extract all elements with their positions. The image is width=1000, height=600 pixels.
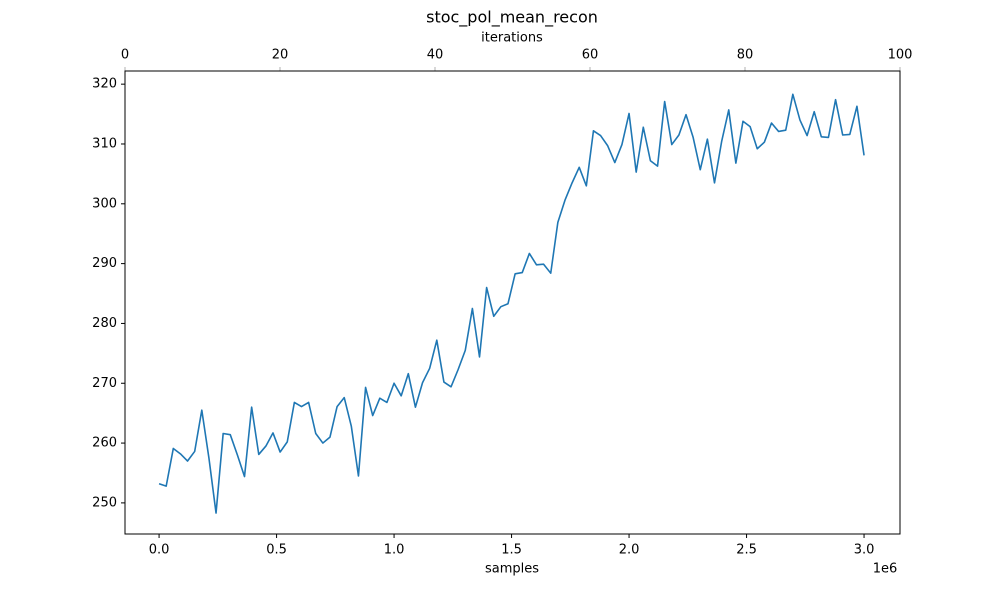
top-tick-label: 100 <box>888 48 913 63</box>
top-tick-label: 20 <box>272 48 289 63</box>
y-tick-label: 300 <box>92 196 117 211</box>
x-tick-label: 0.0 <box>149 543 170 558</box>
top-tick-label: 80 <box>737 48 754 63</box>
x-offset-label: 1e6 <box>873 562 898 577</box>
y-tick-label: 280 <box>92 316 117 331</box>
x-tick-label: 1.5 <box>501 543 522 558</box>
x-tick-label: 1.0 <box>384 543 405 558</box>
y-tick-label: 260 <box>92 436 117 451</box>
top-tick-label: 0 <box>121 48 129 63</box>
top-tick-label: 60 <box>582 48 599 63</box>
x-axis-label: samples <box>485 562 539 577</box>
y-tick-label: 250 <box>92 495 117 510</box>
top-axis-label: iterations <box>481 31 543 46</box>
chart-title: stoc_pol_mean_recon <box>426 8 598 28</box>
x-tick-label: 2.5 <box>736 543 757 558</box>
y-tick-label: 320 <box>92 77 117 92</box>
plot-frame <box>124 70 901 535</box>
x-tick-label: 0.5 <box>266 543 287 558</box>
x-tick-label: 3.0 <box>854 543 875 558</box>
y-tick-label: 270 <box>92 376 117 391</box>
y-tick-label: 310 <box>92 136 117 151</box>
data-line <box>158 93 865 514</box>
x-tick-label: 2.0 <box>619 543 640 558</box>
y-tick-label: 290 <box>92 256 117 271</box>
top-tick-label: 40 <box>427 48 444 63</box>
